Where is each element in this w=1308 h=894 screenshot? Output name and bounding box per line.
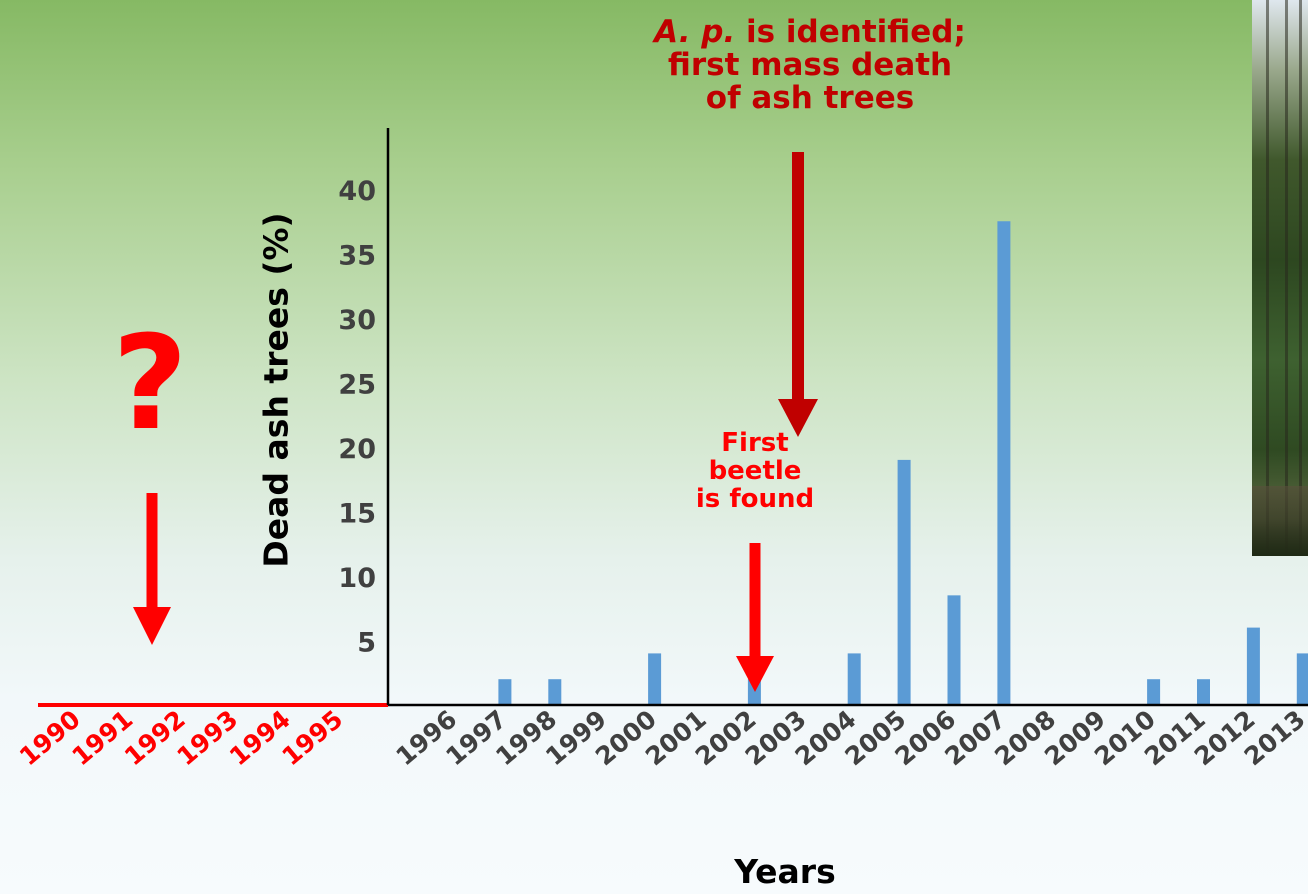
- arrow-pathogen-head: [778, 399, 818, 437]
- x-axis-label: Years: [734, 852, 836, 891]
- x-tick-1992: 1992: [119, 704, 191, 771]
- y-tick-30: 30: [338, 305, 376, 336]
- arrow-beetle-shaft: [749, 543, 761, 657]
- bar-2000: [648, 653, 662, 705]
- arrow-pathogen-shaft: [792, 152, 804, 400]
- bar-2011: [1197, 679, 1210, 705]
- y-tick-20: 20: [338, 434, 376, 465]
- x-tick-1993: 1993: [171, 704, 243, 771]
- arrow-question-head: [133, 607, 171, 645]
- bar-2013: [1296, 653, 1308, 705]
- x-tick-1990: 1990: [14, 704, 86, 771]
- arrow-question-shaft: [146, 493, 158, 608]
- bar-2007: [997, 221, 1011, 705]
- bar-1998: [548, 679, 562, 705]
- bar-1997: [498, 679, 512, 705]
- x-tick-1995: 1995: [276, 704, 348, 771]
- x-tick-1991: 1991: [66, 704, 138, 771]
- bar-2012: [1246, 627, 1260, 705]
- y-tick-10: 10: [338, 563, 376, 594]
- y-tick-labels: 5 10 15 20 25 30 35 40: [338, 176, 376, 659]
- annotation-pathogen-rest: is identified;: [735, 14, 966, 50]
- bar-2010: [1147, 679, 1161, 705]
- annotation-beetle-line2: beetle: [708, 455, 802, 486]
- annotation-beetle: First beetle is found: [680, 428, 830, 514]
- x-tick-1994: 1994: [224, 704, 296, 771]
- arrow-beetle-head: [736, 656, 774, 692]
- annotation-pathogen-line3: of ash trees: [705, 80, 915, 117]
- arrows-group: [133, 152, 818, 692]
- y-tick-15: 15: [338, 499, 376, 530]
- y-tick-35: 35: [338, 241, 376, 272]
- ash-tree-photo: [1252, 0, 1308, 556]
- annotation-pathogen-line2: first mass death: [667, 47, 953, 84]
- annotation-beetle-line3: is found: [695, 483, 815, 514]
- x-tick-labels: 1996199719981999200020012002200320042005…: [14, 704, 1308, 771]
- annotation-pathogen: A. p. is identified; first mass death of…: [600, 14, 1020, 117]
- question-mark: ?: [112, 307, 188, 459]
- y-tick-5: 5: [357, 628, 376, 659]
- y-tick-40: 40: [338, 176, 376, 207]
- bar-2004: [847, 653, 861, 705]
- y-axis-label: Dead ash trees (%): [256, 212, 296, 568]
- y-tick-25: 25: [338, 370, 376, 401]
- bar-2005: [897, 459, 911, 705]
- annotation-pathogen-italic: A. p.: [654, 14, 736, 50]
- annotation-beetle-line1: First: [721, 428, 789, 458]
- bars-group: [498, 221, 1308, 705]
- bar-2006: [947, 595, 961, 705]
